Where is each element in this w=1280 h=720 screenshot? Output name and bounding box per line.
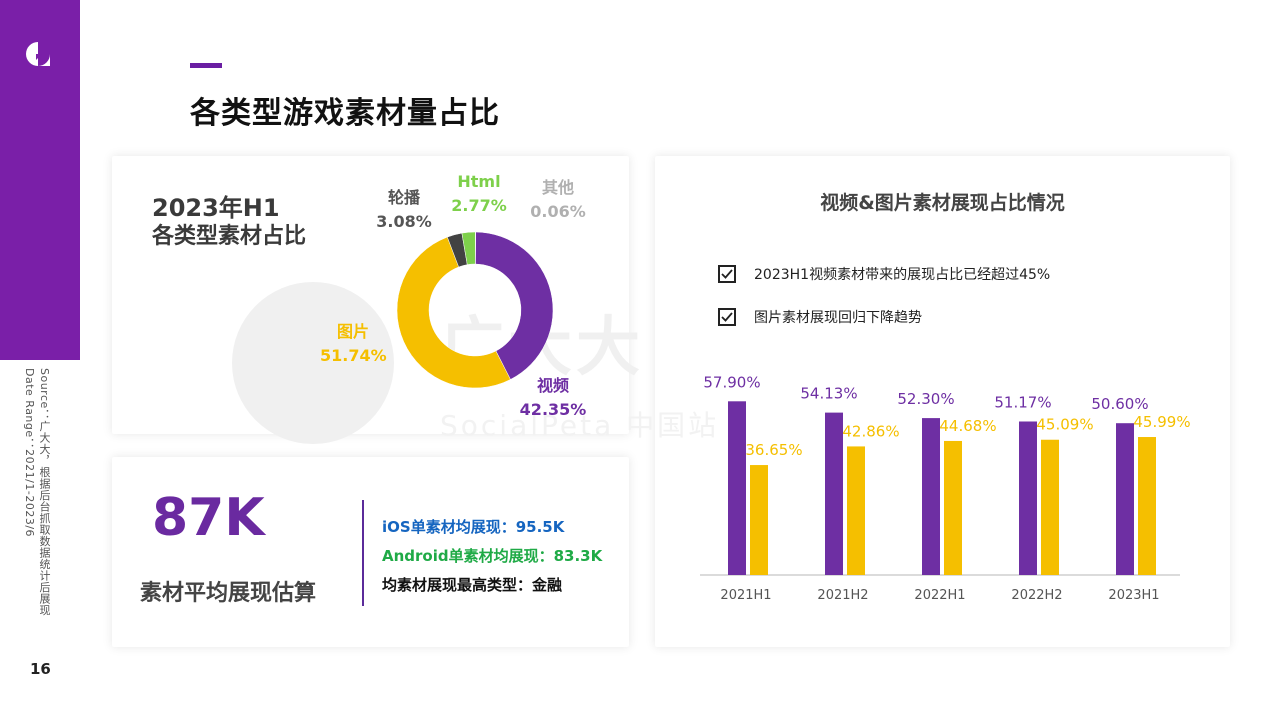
bar-image-2021H2 (847, 446, 865, 575)
page-title: 各类型游戏素材量占比 (190, 96, 500, 131)
bar-value-label: 52.30% (897, 390, 954, 408)
checkbox-icon (718, 308, 736, 326)
check-item: 图片素材展现回归下降趋势 (718, 306, 922, 328)
donut-heading-line2: 各类型素材占比 (152, 224, 307, 249)
bar-video-2021H1 (728, 401, 746, 575)
bar-chart: 57.90% 36.65% 2021H1 54.13% 42.86% 2021H2 52.3… (700, 373, 1191, 603)
donut-chart (396, 231, 554, 389)
bar-value-label: 50.60% (1091, 395, 1148, 413)
x-tick-label: 2022H1 (914, 588, 965, 603)
watermark-circle (232, 282, 394, 444)
bar-video-2022H2 (1019, 421, 1037, 575)
bar-value-label: 51.17% (994, 393, 1051, 411)
label-video-name: 视频 (536, 376, 569, 395)
bar-value-label: 44.68% (939, 417, 996, 435)
donut-slice-0 (475, 231, 554, 380)
bar-chart-title: 视频&图片素材展现占比情况 (820, 192, 1065, 214)
x-tick-label: 2021H1 (720, 588, 771, 603)
donut-heading-line1: 2023年H1 (152, 194, 280, 222)
page-number: 16 (30, 660, 51, 678)
donut-slice-1 (396, 236, 511, 389)
ios-stat: iOS单素材均展现：95.5K (382, 518, 565, 536)
date-range-text: Date Range：2021/1-2023/6 (23, 368, 36, 538)
label-html-value: 2.77% (451, 196, 507, 215)
watermark-subtext: SocialPeta 中国站 (440, 409, 720, 442)
title-accent-bar (190, 63, 222, 68)
check-item: 2023H1视频素材带来的展现占比已经超过45% (718, 263, 1050, 285)
check-text: 图片素材展现回归下降趋势 (754, 310, 922, 326)
x-tick-label: 2023H1 (1108, 588, 1159, 603)
checkbox-icon (718, 265, 736, 283)
bar-image-2021H1 (750, 465, 768, 575)
label-other: 其他 0.06% (526, 176, 590, 224)
bar-image-2023H1 (1138, 437, 1156, 575)
x-tick-label: 2022H2 (1011, 588, 1062, 603)
check-text: 2023H1视频素材带来的展现占比已经超过45% (754, 267, 1051, 283)
stats-divider (362, 500, 364, 606)
avg-impressions-number: 87K (152, 488, 265, 548)
bar-value-label: 36.65% (745, 441, 802, 459)
bar-value-label: 54.13% (800, 385, 857, 403)
label-carousel-name: 轮播 (387, 188, 420, 207)
android-stat: Android单素材均展现：83.3K (382, 547, 603, 565)
label-html: Html 2.77% (446, 170, 512, 218)
x-tick-label: 2021H2 (817, 588, 868, 603)
brand-logo-icon (26, 42, 50, 66)
label-image-name: 图片 (336, 322, 369, 341)
top-type-stat: 均素材展现最高类型：金融 (382, 576, 563, 594)
label-video: 视频 42.35% (518, 374, 588, 422)
side-band (0, 0, 80, 360)
label-image: 图片 51.74% (320, 320, 387, 368)
stats-card (112, 457, 629, 647)
bar-image-2022H1 (944, 440, 962, 575)
bar-value-label: 45.99% (1133, 413, 1190, 431)
avg-impressions-label: 素材平均展现估算 (140, 581, 317, 606)
label-carousel: 轮播 3.08% (372, 186, 436, 234)
label-other-value: 0.06% (530, 202, 586, 221)
bar-value-label: 57.90% (703, 373, 760, 391)
bar-value-label: 45.09% (1036, 416, 1093, 434)
bar-value-label: 42.86% (842, 422, 899, 440)
label-html-name: Html (457, 172, 501, 191)
bar-video-2022H1 (922, 418, 940, 575)
source-note: Source：广大大，根据后台抓取数据统计后展现 Date Range：2021… (22, 368, 52, 616)
source-text: Source：广大大，根据后台抓取数据统计后展现 (38, 368, 51, 616)
label-image-value: 51.74% (320, 346, 387, 365)
bar-video-2023H1 (1116, 423, 1134, 575)
label-carousel-value: 3.08% (376, 212, 432, 231)
bar-video-2021H2 (825, 412, 843, 575)
bar-image-2022H2 (1041, 439, 1059, 575)
label-other-name: 其他 (541, 178, 574, 197)
label-video-value: 42.35% (519, 400, 587, 419)
